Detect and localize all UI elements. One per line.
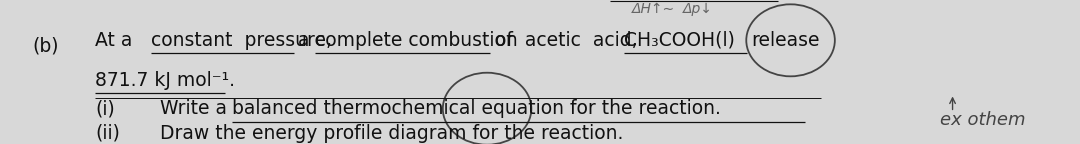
Text: (i): (i) [95,99,114,118]
Text: ex othem: ex othem [940,111,1025,128]
Text: Write a: Write a [160,99,227,118]
Text: (ii): (ii) [95,124,120,143]
Text: release: release [752,31,820,50]
Text: CH₃COOH(l): CH₃COOH(l) [624,31,735,50]
Text: 871.7 kJ mol⁻¹.: 871.7 kJ mol⁻¹. [95,71,235,90]
Text: a: a [298,31,310,50]
Text: of  acetic  acid,: of acetic acid, [495,31,637,50]
Text: complete combustion: complete combustion [315,31,518,50]
Text: (b): (b) [32,37,59,56]
Text: At a: At a [95,31,133,50]
Text: constant  pressure,: constant pressure, [151,31,333,50]
Text: ΔH↑∼: ΔH↑∼ [632,2,675,16]
Text: Draw the energy profile diagram for the reaction.: Draw the energy profile diagram for the … [160,124,623,143]
Text: Δp↓: Δp↓ [683,2,713,16]
Text: balanced thermochemical equation for the reaction.: balanced thermochemical equation for the… [232,99,721,118]
